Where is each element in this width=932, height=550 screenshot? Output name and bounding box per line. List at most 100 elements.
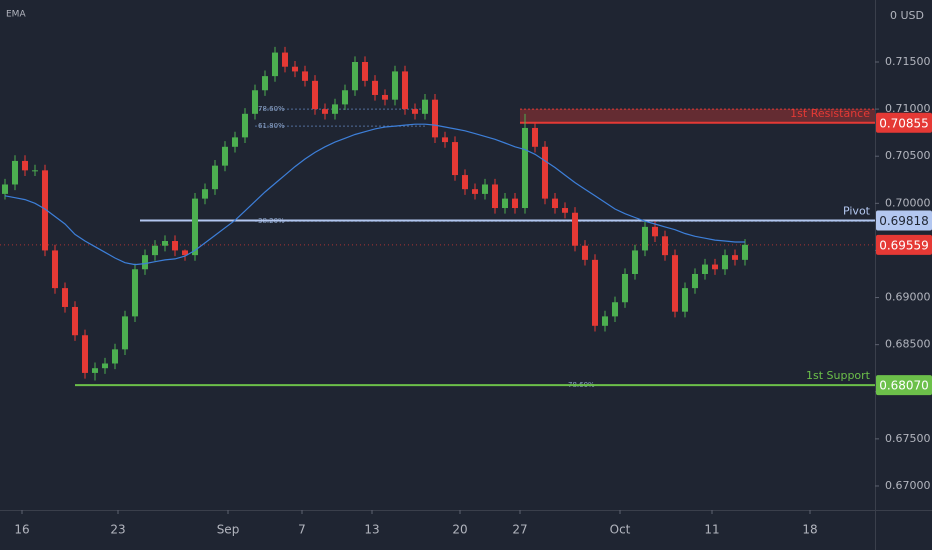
candle-body xyxy=(292,66,298,72)
level-price-label: 0.69818 xyxy=(879,214,929,228)
x-tick-label: 11 xyxy=(704,523,719,537)
candle-body xyxy=(312,80,318,110)
y-tick-label: 0.70000 xyxy=(885,196,931,209)
x-tick-label: 7 xyxy=(298,523,306,537)
y-tick-label: 0.71000 xyxy=(885,102,931,115)
last-price-label: 0.69559 xyxy=(879,238,929,252)
candle-body xyxy=(542,146,548,199)
candle-body xyxy=(502,198,508,209)
level-name: 1st Support xyxy=(806,369,871,382)
candle-body xyxy=(22,160,28,171)
candle-body xyxy=(122,316,128,350)
candle-body xyxy=(572,212,578,246)
candle-body xyxy=(362,61,368,81)
candle-body xyxy=(622,273,628,303)
x-tick-label: 27 xyxy=(512,523,527,537)
candle-body xyxy=(222,146,228,166)
level-price-box xyxy=(876,112,932,133)
candle-body xyxy=(492,184,498,209)
candle-body xyxy=(72,306,78,336)
candle-body xyxy=(552,198,558,209)
candle-body xyxy=(482,184,488,194)
y-tick-label: 0.70500 xyxy=(885,149,931,162)
y-tick-label: 0.67000 xyxy=(885,479,931,492)
candle-body xyxy=(352,61,358,91)
candle-body xyxy=(742,244,748,260)
candle-body xyxy=(262,76,268,91)
candle-body xyxy=(722,255,728,270)
x-tick-label: 23 xyxy=(110,523,125,537)
level-price-box xyxy=(876,210,932,231)
x-tick-label: 18 xyxy=(802,523,817,537)
candle-body xyxy=(132,269,138,317)
candle-body xyxy=(332,104,338,114)
candle-body xyxy=(82,335,88,373)
candle-body xyxy=(42,170,48,251)
candle-body xyxy=(32,170,38,172)
x-tick-label: 20 xyxy=(452,523,467,537)
candle-body xyxy=(442,137,448,143)
candle-body xyxy=(432,99,438,138)
candle-body xyxy=(252,90,258,114)
level-price-box xyxy=(876,375,932,396)
candle-body xyxy=(662,236,668,256)
fib-label: 78.60% xyxy=(258,105,285,113)
candle-body xyxy=(612,302,618,317)
candle-body xyxy=(172,241,178,251)
candle-body xyxy=(62,288,68,307)
candle-body xyxy=(102,363,108,369)
x-tick-label: 16 xyxy=(14,523,29,537)
candle-body xyxy=(692,273,698,289)
candle-body xyxy=(632,250,638,274)
candle-body xyxy=(422,99,428,114)
y-tick-label: 0.69000 xyxy=(885,291,931,304)
candle-body xyxy=(182,250,188,256)
candle-body xyxy=(582,245,588,260)
fib-label: 61.80% xyxy=(258,122,285,130)
candle-body xyxy=(642,226,648,251)
candle-body xyxy=(682,288,688,312)
candle-body xyxy=(462,175,468,190)
candle-body xyxy=(592,259,598,326)
candle-body xyxy=(212,165,218,190)
resistance-zone xyxy=(520,109,875,123)
candle-body xyxy=(112,349,118,364)
candle-body xyxy=(52,250,58,289)
y-tick-label: 0.71500 xyxy=(885,55,931,68)
candle-body xyxy=(672,255,678,312)
x-tick-label: Oct xyxy=(610,523,631,537)
candle-body xyxy=(652,226,658,237)
candle-body xyxy=(512,198,518,209)
candle-body xyxy=(12,160,18,185)
candle-body xyxy=(402,71,408,110)
level-price-label: 0.70855 xyxy=(879,116,929,130)
level-name: Pivot xyxy=(843,204,871,217)
level-name: 1st Resistance xyxy=(790,107,870,120)
currency-label: 0 USD xyxy=(890,9,924,22)
candle-body xyxy=(452,142,458,176)
ema-line xyxy=(4,123,745,266)
candle-body xyxy=(602,316,608,326)
candle-body xyxy=(472,189,478,194)
candle-body xyxy=(382,94,388,100)
candle-body xyxy=(142,255,148,270)
indicator-label: EMA xyxy=(6,10,26,20)
candle-body xyxy=(412,109,418,114)
candle-body xyxy=(712,264,718,270)
candle-body xyxy=(92,368,98,373)
last-price-box xyxy=(876,234,932,255)
candle-body xyxy=(232,137,238,147)
candle-body xyxy=(282,52,288,67)
y-tick-label: 0.67500 xyxy=(885,432,931,445)
candle-body xyxy=(202,189,208,199)
candle-body xyxy=(732,255,738,260)
candle-body xyxy=(272,52,278,77)
candle-body xyxy=(342,90,348,105)
candle-body xyxy=(192,198,198,256)
candle-body xyxy=(302,71,308,81)
level-price-label: 0.68070 xyxy=(879,379,929,393)
candle-body xyxy=(562,208,568,213)
